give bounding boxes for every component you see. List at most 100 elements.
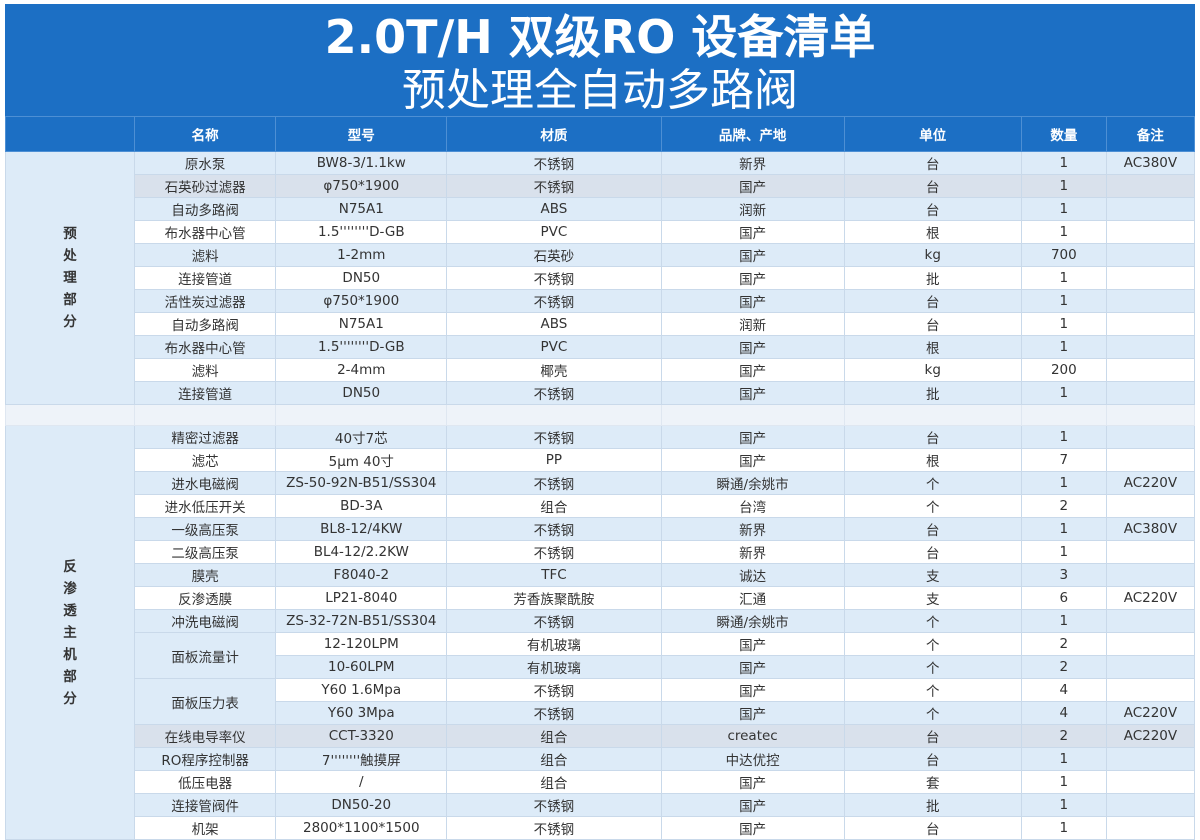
table-row: 一级高压泵 BL8-12/4KW 不锈钢 新界台 1 AC380V — [6, 517, 1196, 541]
cell-unit: 根 — [843, 335, 1022, 359]
page-subtitle: 预处理全自动多路阀 — [402, 65, 798, 116]
table-row: 自动多路阀 N75A1 ABS 润新台 1 — [6, 312, 1196, 336]
cell-material: 椰壳 — [446, 358, 662, 382]
cell-name: 在线电导率仪 — [134, 724, 277, 748]
table-row: 进水低压开关 BD-3A 组合 台湾个 2 — [6, 494, 1196, 518]
table-row: 滤芯 5μm 40寸 PP 国产根 7 — [6, 448, 1196, 472]
cell-name: 布水器中心管 — [134, 335, 277, 359]
cell-material: ABS — [446, 197, 662, 221]
cell-note — [1105, 747, 1196, 771]
cell-qty: 1 — [1020, 289, 1107, 313]
divider-cell — [446, 404, 662, 426]
table-row: 面板压力表 Y60 1.6Mpa 不锈钢 国产个 4 — [6, 678, 1196, 725]
title-banner: 2.0T/H 双级RO 设备清单 预处理全自动多路阀 — [5, 4, 1195, 116]
cell-model: 12-120LPM — [275, 632, 448, 656]
cell-model: Y60 1.6Mpa — [275, 678, 448, 702]
table-row: 面板流量计 12-120LPM 有机玻璃 国产个 2 — [6, 632, 1196, 679]
cell-model: / — [275, 770, 448, 794]
cell-brand: 国产 — [660, 220, 845, 244]
cell-model: N75A1 — [275, 197, 448, 221]
cell-note — [1105, 632, 1196, 656]
cell-qty: 2 — [1020, 724, 1107, 748]
cell-note — [1105, 793, 1196, 817]
cell-unit: 台 — [843, 312, 1022, 336]
cell-name: 面板流量计 — [134, 632, 277, 679]
cell-material: 组合 — [446, 747, 662, 771]
cell-unit: 个 — [843, 678, 1022, 702]
table-row: 冲洗电磁阀 ZS-32-72N-B51/SS304 不锈钢 瞬通/余姚市个 1 — [6, 609, 1196, 633]
cell-material: 组合 — [446, 494, 662, 518]
cell-brand: 国产 — [660, 243, 845, 267]
equipment-table: 名称 型号 材质 品牌、产地 单位 数量 备注 预处理部分原水泵 BW8-3/1.… — [4, 116, 1196, 840]
table-row: 布水器中心管 1.5''''''''D-GB PVC 国产根 1 — [6, 335, 1196, 359]
table-header-row: 名称 型号 材质 品牌、产地 单位 数量 备注 — [4, 116, 1196, 152]
table-row: 布水器中心管 1.5''''''''D-GB PVC 国产根 1 — [6, 220, 1196, 244]
cell-brand: 国产 — [660, 770, 845, 794]
cell-name: 布水器中心管 — [134, 220, 277, 244]
cell-qty: 1 — [1020, 425, 1107, 449]
cell-brand: 新界 — [660, 151, 845, 175]
table-row: 石英砂过滤器 φ750*1900 不锈钢 国产台 1 — [6, 174, 1196, 198]
cell-material: PVC — [446, 220, 662, 244]
cell-qty: 1 — [1020, 609, 1107, 633]
cell-brand: 国产 — [660, 335, 845, 359]
divider-cell — [4, 404, 136, 426]
cell-model: 1.5''''''''D-GB — [275, 220, 448, 244]
cell-name: 滤料 — [134, 358, 277, 382]
cell-brand: 国产 — [660, 655, 845, 679]
cell-model: ZS-32-72N-B51/SS304 — [275, 609, 448, 633]
cell-model: LP21-8040 — [275, 586, 448, 610]
cell-brand: 国产 — [660, 174, 845, 198]
cell-qty: 2 — [1020, 655, 1107, 679]
cell-note — [1105, 358, 1196, 382]
cell-qty: 1 — [1020, 816, 1107, 840]
cell-note: AC380V — [1105, 151, 1196, 175]
cell-name: 原水泵 — [134, 151, 277, 175]
cell-unit: 个 — [843, 471, 1022, 495]
cell-material: 不锈钢 — [446, 517, 662, 541]
cell-name: 进水电磁阀 — [134, 471, 277, 495]
divider-cell — [134, 404, 277, 426]
cell-name: 活性炭过滤器 — [134, 289, 277, 313]
table-row: 连接管道 DN50 不锈钢 国产批 1 — [6, 266, 1196, 290]
cell-model: 2800*1100*1500 — [275, 816, 448, 840]
cell-name: 二级高压泵 — [134, 540, 277, 564]
cell-qty: 1 — [1020, 747, 1107, 771]
cell-model: CCT-3320 — [275, 724, 448, 748]
cell-qty: 1 — [1020, 517, 1107, 541]
table-row: 活性炭过滤器 φ750*1900 不锈钢 国产台 1 — [6, 289, 1196, 313]
cell-brand: 国产 — [660, 448, 845, 472]
cell-material: 不锈钢 — [446, 678, 662, 702]
cell-note — [1105, 425, 1196, 449]
cell-note: AC220V — [1105, 724, 1196, 748]
cell-material: 不锈钢 — [446, 381, 662, 405]
cell-material: 不锈钢 — [446, 609, 662, 633]
cell-unit: 台 — [843, 816, 1022, 840]
cell-model: ZS-50-92N-B51/SS304 — [275, 471, 448, 495]
cell-qty: 4 — [1020, 678, 1107, 702]
cell-model: 2-4mm — [275, 358, 448, 382]
cell-name: 自动多路阀 — [134, 312, 277, 336]
cell-material: 组合 — [446, 724, 662, 748]
cell-qty: 3 — [1020, 563, 1107, 587]
header-material: 材质 — [446, 116, 662, 152]
cell-unit: 根 — [843, 448, 1022, 472]
cell-model: BW8-3/1.1kw — [275, 151, 448, 175]
cell-model: DN50 — [275, 381, 448, 405]
cell-model: 7''''''''触摸屏 — [275, 747, 448, 771]
cell-qty: 1 — [1020, 197, 1107, 221]
cell-brand: 润新 — [660, 312, 845, 336]
cell-qty: 2 — [1020, 632, 1107, 656]
table-row: 反渗透膜 LP21-8040 芳香族聚酰胺 汇通支 6 AC220V — [6, 586, 1196, 610]
cell-unit: 台 — [843, 197, 1022, 221]
table-row: 10-60LPM 有机玻璃 国产个 2 — [6, 655, 1196, 679]
cell-unit: 台 — [843, 517, 1022, 541]
section-label-char: 分 — [63, 314, 77, 330]
cell-note: AC380V — [1105, 517, 1196, 541]
cell-note: AC220V — [1105, 586, 1196, 610]
section-label-char: 处 — [63, 248, 77, 264]
cell-brand: 国产 — [660, 678, 845, 702]
cell-brand: 瞬通/余姚市 — [660, 471, 845, 495]
table-row: Y60 3Mpa 不锈钢 国产个 4 AC220V — [6, 701, 1196, 725]
section-label-char: 机 — [63, 646, 77, 663]
